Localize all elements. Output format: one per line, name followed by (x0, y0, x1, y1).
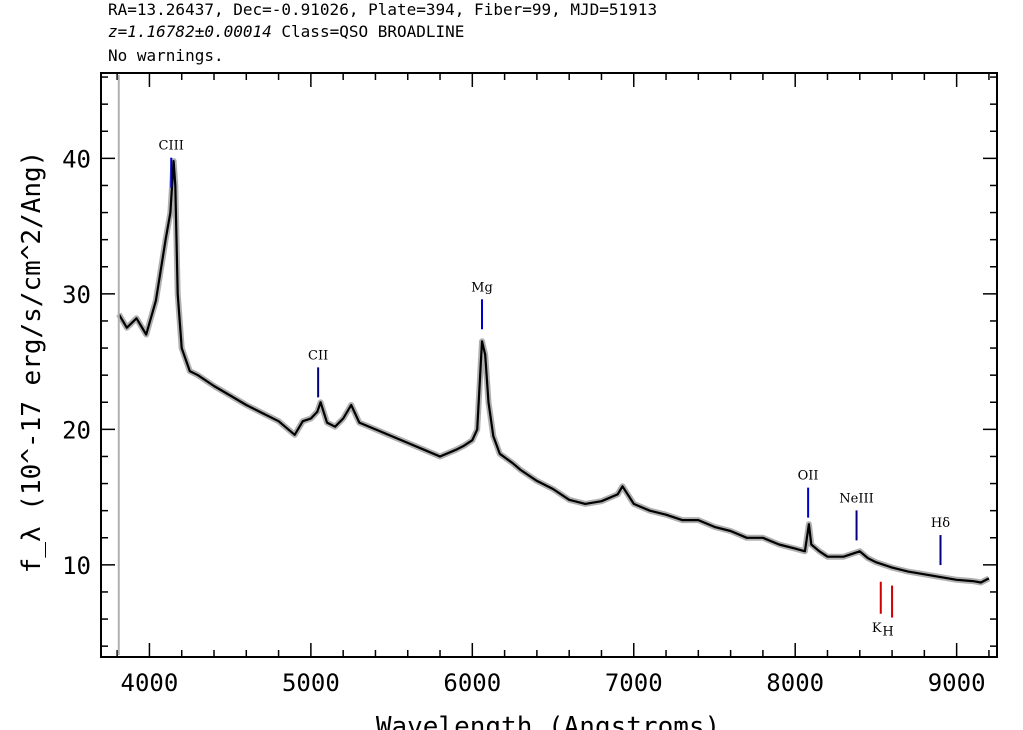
class-text: Class=QSO BROADLINE (281, 22, 465, 41)
x-tick-label: 4000 (121, 669, 179, 697)
tick-labels: 4000 5000 6000 7000 8000 9000 10 20 30 40 (62, 145, 985, 697)
spectrum-line (117, 160, 990, 584)
line-label-NeIII: NeIII (839, 491, 873, 506)
redshift-text: z=1.16782±0.00014 (108, 22, 272, 41)
axis-ticks (101, 73, 997, 657)
spectrum-error-band (116, 158, 991, 586)
y-tick-label: 30 (62, 281, 91, 309)
y-tick-label: 40 (62, 145, 91, 173)
y-axis-label: f_λ (10^-17 erg/s/cm^2/Ang) (17, 151, 47, 574)
line-label-Mg: Mg (471, 280, 493, 295)
header-line-2: z=1.16782±0.00014 Class=QSO BROADLINE (108, 22, 464, 42)
emission-line-markers: CIII CII Mg OII NeIII Hδ K H (159, 139, 951, 640)
x-tick-label: 5000 (282, 669, 340, 697)
x-tick-label: 7000 (605, 669, 663, 697)
header-line-3: No warnings. (108, 46, 224, 65)
x-tick-label: 8000 (766, 669, 824, 697)
plot-frame (100, 72, 998, 658)
spectrum-series (116, 75, 991, 655)
x-tick-label: 9000 (928, 669, 986, 697)
line-label-Hδ: Hδ (931, 516, 950, 531)
line-label-OII: OII (798, 469, 819, 484)
line-label-CIII: CIII (159, 139, 184, 154)
x-axis-label: Wavelength (Angstroms) (376, 712, 720, 730)
line-label-H: H (882, 625, 893, 640)
line-label-CII: CII (308, 348, 328, 363)
y-tick-label: 20 (62, 416, 91, 444)
line-label-K: K (872, 621, 882, 636)
y-tick-label: 10 (62, 552, 91, 580)
x-tick-label: 6000 (443, 669, 501, 697)
header-line-1: RA=13.26437, Dec=-0.91026, Plate=394, Fi… (108, 0, 658, 19)
